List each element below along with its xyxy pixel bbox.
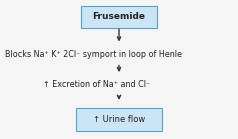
FancyBboxPatch shape xyxy=(76,108,162,131)
Text: ↑ Urine flow: ↑ Urine flow xyxy=(93,115,145,124)
Text: ↑ Excretion of Na⁺ and Cl⁻: ↑ Excretion of Na⁺ and Cl⁻ xyxy=(43,80,150,89)
FancyBboxPatch shape xyxy=(81,6,157,28)
Text: Frusemide: Frusemide xyxy=(93,12,145,21)
Text: Blocks Na⁺ K⁺ 2Cl⁻ symport in loop of Henle: Blocks Na⁺ K⁺ 2Cl⁻ symport in loop of He… xyxy=(5,50,182,59)
